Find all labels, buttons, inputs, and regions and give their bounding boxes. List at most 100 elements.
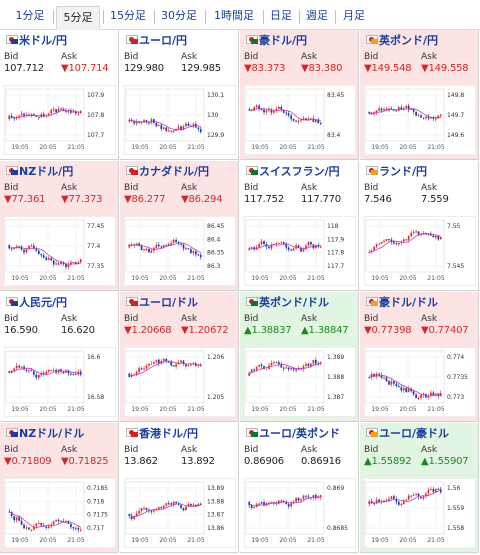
tab-daily[interactable]: 日足 [270, 9, 292, 22]
candle-body [434, 118, 437, 120]
mini-candle-chart[interactable]: 19:05 20:05 21:05 16.6 16.58 [4, 347, 116, 417]
mini-candle-chart[interactable]: 19:05 20:05 21:05 0.774 0.7735 0.773 [364, 347, 476, 417]
moving-average-line [369, 107, 441, 119]
hk-jp-flag-icon [126, 428, 138, 437]
candle-body [312, 244, 315, 249]
currency-cell[interactable]: 英ポンド/ドル Bid Ask ▲1.38837 ▲1.38847 19:05 20:05 2… [240, 292, 359, 422]
candle-body [47, 258, 50, 260]
candle-body [145, 507, 148, 510]
candle-body [263, 241, 265, 244]
mini-candle-chart[interactable]: 19:05 20:05 21:05 0.7185 0.718 0.7175 0.717 [4, 478, 116, 548]
pair-name[interactable]: ランド/円 [379, 165, 428, 178]
currency-cell[interactable]: スイスフラン/円 Bid Ask 117.752 117.770 19:05 20:05 21… [240, 161, 359, 291]
candle-body [422, 233, 425, 235]
candle-body [420, 234, 422, 236]
pair-name[interactable]: ユーロ/ドル [139, 296, 199, 309]
x-tick-label: 21:05 [67, 144, 84, 151]
ask-price: ▼83.380 [301, 63, 343, 74]
ask-label: Ask [181, 183, 198, 193]
mini-candle-chart[interactable]: 19:05 20:05 21:05 1.56 1.559 1.558 [364, 478, 476, 548]
mini-candle-chart[interactable]: 19:05 20:05 21:05 13.89 13.88 13.87 13.86 [124, 478, 236, 548]
pair-name[interactable]: NZドル/円 [19, 165, 74, 178]
candle-body [380, 374, 383, 378]
candle-body [25, 369, 28, 372]
ask-price: ▲1.55907 [421, 456, 469, 467]
y-tick-label: 118 [327, 223, 339, 230]
x-tick-label: 21:05 [427, 144, 444, 151]
candle-body [277, 500, 280, 504]
pair-name[interactable]: スイスフラン/円 [259, 165, 340, 178]
candle-body [375, 110, 378, 113]
mini-candle-chart[interactable]: 19:05 20:05 21:05 107.9 107.8 107.7 [4, 85, 116, 155]
tab-15min[interactable]: 15分足 [110, 9, 146, 22]
mini-candle-chart[interactable]: 19:05 20:05 21:05 130.1 130 129.9 [124, 85, 236, 155]
ask-label: Ask [61, 183, 78, 193]
currency-cell[interactable]: 米ドル/円 Bid Ask 107.712 ▼107.714 19:05 20:05 21:0… [0, 30, 119, 160]
mini-candle-chart[interactable]: 19:05 20:05 21:05 1.206 1.205 [124, 347, 236, 417]
currency-cell[interactable]: NZドル/円 Bid Ask ▼77.361 ▼77.373 19:05 20:05 21:0… [0, 161, 119, 291]
candle-body [412, 391, 415, 395]
candle-body [167, 130, 170, 132]
mini-candle-chart[interactable]: 19:05 20:05 21:05 86.45 86.4 86.35 86.3 [124, 216, 236, 286]
pair-name[interactable]: 人民元/円 [19, 296, 68, 309]
pair-name[interactable]: ユーロ/豪ドル [379, 427, 450, 440]
ask-label: Ask [301, 52, 318, 62]
candle-body [67, 264, 70, 268]
currency-cell[interactable]: 香港ドル/円 Bid Ask 13.862 13.892 19:05 20:05 21:05 1… [120, 423, 239, 553]
candle-body [37, 375, 40, 378]
currency-cell[interactable]: 人民元/円 Bid Ask 16.590 16.620 19:05 20:05 21:05 16… [0, 292, 119, 422]
candle-body [385, 500, 388, 502]
currency-cell[interactable]: カナダドル/円 Bid Ask ▼86.277 ▼86.294 19:05 20:05 21:… [120, 161, 239, 291]
currency-cell[interactable]: NZドル/ドル Bid Ask ▼0.71809 ▼0.71825 19:05 20:05 2… [0, 423, 119, 553]
pair-name[interactable]: 英ポンド/円 [379, 34, 439, 47]
y-tick-label: 1.388 [327, 374, 344, 381]
candle-body [20, 366, 23, 368]
pair-name[interactable]: ユーロ/円 [139, 34, 188, 47]
candle-body [199, 128, 202, 132]
pair-name[interactable]: NZドル/ドル [19, 427, 85, 440]
pair-name[interactable]: 豪ドル/円 [259, 34, 308, 47]
currency-cell[interactable]: 豪ドル/ドル Bid Ask ▼0.77398 ▼0.77407 19:05 20:05 21… [360, 292, 479, 422]
tab-weekly[interactable]: 週足 [306, 9, 328, 22]
candle-body [277, 362, 280, 365]
y-tick-label: 117.9 [327, 236, 344, 243]
candle-body [20, 246, 23, 250]
currency-cell[interactable]: ユーロ/円 Bid Ask 129.980 129.985 19:05 20:05 21:05… [120, 30, 239, 160]
currency-cell[interactable]: ランド/円 Bid Ask 7.546 7.559 19:05 20:05 21:05 7.55… [360, 161, 479, 291]
tab-30min[interactable]: 30分足 [161, 9, 197, 22]
ask-price: ▼149.558 [421, 63, 469, 74]
pair-name[interactable]: カナダドル/円 [139, 165, 210, 178]
currency-cell[interactable]: ユーロ/豪ドル Bid Ask ▲1.55892 ▲1.55907 19:05 20:05 2… [360, 423, 479, 553]
pair-name[interactable]: 英ポンド/ドル [259, 296, 330, 309]
mini-candle-chart[interactable]: 19:05 20:05 21:05 83.45 83.4 [244, 85, 356, 155]
bid-price: ▼77.361 [4, 194, 46, 205]
y-tick-label: 86.35 [207, 250, 224, 257]
currency-cell[interactable]: ユーロ/英ポンド Bid Ask 0.86906 0.86916 19:05 20:05 21… [240, 423, 359, 553]
tab-1hour[interactable]: 1時間足 [214, 9, 254, 22]
pair-name[interactable]: 米ドル/円 [19, 34, 68, 47]
currency-cell[interactable]: 豪ドル/円 Bid Ask ▼83.373 ▼83.380 19:05 20:05 21:05… [240, 30, 359, 160]
currency-cell[interactable]: ユーロ/ドル Bid Ask ▼1.20668 ▼1.20672 19:05 20:05 21… [120, 292, 239, 422]
mini-candle-chart[interactable]: 19:05 20:05 21:05 77.45 77.4 77.35 [4, 216, 116, 286]
tab-monthly[interactable]: 月足 [343, 9, 365, 22]
candle-body [430, 392, 432, 396]
ask-label: Ask [181, 52, 198, 62]
mini-candle-chart[interactable]: 19:05 20:05 21:05 149.8 149.7 149.6 [364, 85, 476, 155]
candle-body [393, 109, 395, 111]
pair-name[interactable]: 豪ドル/ドル [379, 296, 439, 309]
candle-body [135, 371, 138, 375]
mini-candle-chart[interactable]: 19:05 20:05 21:05 118 117.9 117.8 117.7 [244, 216, 356, 286]
mini-candle-chart[interactable]: 19:05 20:05 21:05 7.55 7.545 [364, 216, 476, 286]
pair-name[interactable]: ユーロ/英ポンド [259, 427, 341, 440]
currency-cell[interactable]: 英ポンド/円 Bid Ask ▼149.548 ▼149.558 19:05 20:05 21… [360, 30, 479, 160]
mini-candle-chart[interactable]: 19:05 20:05 21:05 1.389 1.388 1.387 [244, 347, 356, 417]
ask-price: ▲1.38847 [301, 325, 349, 336]
pair-name[interactable]: 香港ドル/円 [139, 427, 199, 440]
mini-candle-chart[interactable]: 19:05 20:05 21:05 0.869 0.8685 [244, 478, 356, 548]
candle-body [60, 108, 62, 110]
tab-1min[interactable]: 1分足 [15, 9, 45, 22]
candle-body [77, 113, 80, 115]
candle-body [143, 249, 145, 251]
tab-5min[interactable]: 5分足 [56, 6, 100, 30]
y-tick-label: 1.56 [447, 485, 461, 492]
